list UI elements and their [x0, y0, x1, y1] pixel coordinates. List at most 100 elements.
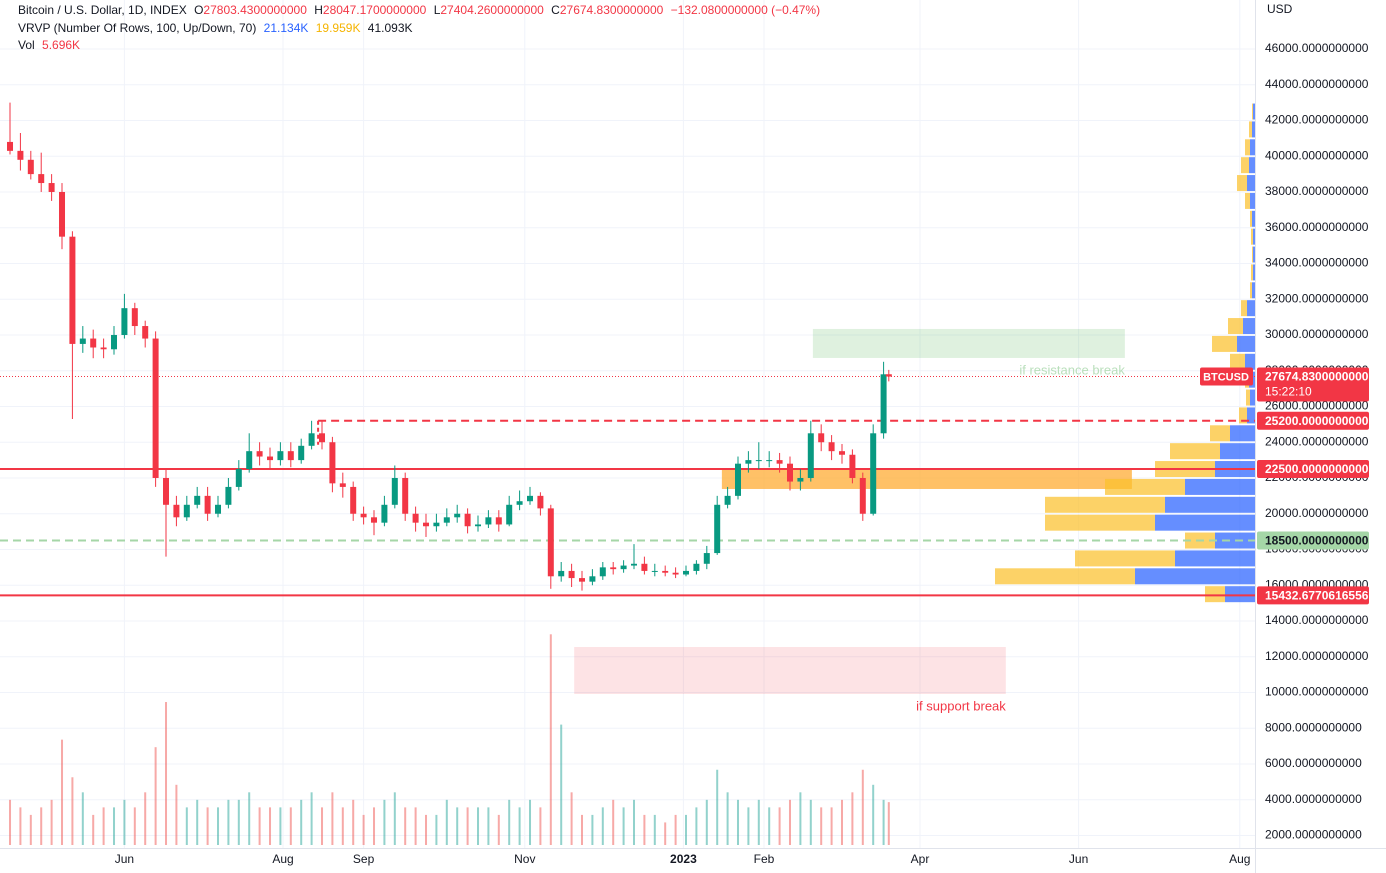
y-tick-label: 10000.0000000000 [1265, 685, 1369, 699]
profile-up [1247, 407, 1255, 424]
candle-body [423, 522, 430, 527]
volume-bar [50, 799, 53, 845]
profile-down [1246, 389, 1250, 406]
candle-body [433, 522, 440, 527]
profile-up [1252, 121, 1255, 138]
volume-bar [102, 807, 105, 845]
profile-up [1185, 478, 1255, 495]
x-tick-label: Feb [754, 852, 775, 866]
volume-bar [144, 792, 147, 845]
volume-bar [653, 814, 656, 845]
volume-bar [778, 807, 781, 845]
volume-bar [196, 799, 199, 845]
candle-body [371, 517, 378, 523]
volume-bar [887, 802, 890, 845]
volume-bar [414, 807, 417, 845]
profile-down [1210, 425, 1230, 442]
volume-bar [882, 799, 885, 845]
candle-body [558, 570, 565, 577]
x-tick-label: Jun [115, 852, 134, 866]
header-line: Bitcoin / U.S. Dollar, 1D, INDEX O27803.… [18, 3, 820, 17]
zone [812, 328, 1125, 358]
profile-down [1241, 157, 1249, 174]
price-badge-label: 27674.8300000000 [1265, 370, 1369, 384]
zone-label: if support break [916, 698, 1006, 713]
candle-body [797, 477, 804, 482]
y-tick-label: 24000.0000000000 [1265, 434, 1369, 448]
volume-bar [435, 814, 438, 845]
candle-body [204, 495, 211, 514]
volume-bar [71, 777, 74, 845]
y-tick-label: 12000.0000000000 [1265, 649, 1369, 663]
countdown: 15:22:10 [1265, 385, 1312, 399]
profile-up [1250, 139, 1255, 156]
candle-body [111, 334, 118, 350]
volume-bar [872, 784, 875, 845]
candle-body [7, 141, 14, 151]
x-tick-label: Jun [1069, 852, 1088, 866]
volume-bar [799, 792, 802, 845]
level-badge [1257, 460, 1369, 479]
y-tick-label: 14000.0000000000 [1265, 613, 1369, 627]
y-tick-label: 46000.0000000000 [1265, 41, 1369, 55]
volume-bar [310, 792, 313, 845]
profile-up [1247, 175, 1255, 192]
profile-up [1165, 496, 1255, 513]
candle-body [246, 451, 253, 470]
x-tick-label: Apr [911, 852, 930, 866]
volume-bar [227, 799, 230, 845]
volume-bar [497, 814, 500, 845]
volume-bar [601, 807, 604, 845]
volume-bar [477, 807, 480, 845]
level-badge [1257, 586, 1369, 605]
candle-body [734, 463, 741, 496]
volume-bar [300, 799, 303, 845]
candle-body [69, 236, 76, 344]
price-badge [1257, 367, 1369, 402]
candle-body [859, 477, 866, 514]
profile-down [1241, 300, 1247, 317]
volume-bar [92, 814, 95, 845]
y-tick-label: 38000.0000000000 [1265, 184, 1369, 198]
candle-body [121, 308, 128, 335]
candle-body [838, 451, 845, 455]
profile-up [1135, 568, 1255, 585]
ohlc-value: 27674.8300000000 [560, 3, 664, 17]
volume-bar [612, 799, 615, 845]
profile-up [1250, 192, 1255, 209]
candle-body [391, 477, 398, 505]
profile-up [1245, 353, 1255, 370]
profile-up [1252, 210, 1255, 227]
candle-body [173, 504, 180, 518]
volume-bar [9, 799, 12, 845]
volume-bar [466, 807, 469, 845]
volume-bar [705, 799, 708, 845]
volume-bar [258, 807, 261, 845]
volume-bar [269, 807, 272, 845]
ohlc-value: 27404.2600000000 [440, 3, 544, 17]
zone [574, 646, 1006, 694]
candle-body [329, 442, 336, 484]
volume-bar [445, 799, 448, 845]
candle-body [620, 565, 627, 570]
volume-bar [237, 799, 240, 845]
candle-body [579, 578, 586, 582]
volume-bar [217, 807, 220, 845]
candle-body [547, 508, 554, 577]
vrvp-line: VRVP (Number Of Rows, 100, Up/Down, 70) … [18, 21, 413, 35]
volume-bar [175, 784, 178, 845]
candle-body [527, 495, 534, 502]
candle-body [131, 308, 138, 327]
candle-body [235, 469, 242, 487]
profile-up [1243, 318, 1255, 335]
volume-bar [757, 799, 760, 845]
volume-bar [393, 792, 396, 845]
volume-bar [820, 807, 823, 845]
vrvp-label: VRVP (Number Of Rows, 100, Up/Down, 70) [18, 21, 256, 35]
candle-body [464, 513, 471, 527]
candle-body [381, 504, 388, 523]
volume-bar [768, 807, 771, 845]
candle-body [693, 563, 700, 571]
symbol: Bitcoin / U.S. Dollar, 1D, INDEX [18, 3, 187, 17]
profile-up [1225, 586, 1255, 603]
